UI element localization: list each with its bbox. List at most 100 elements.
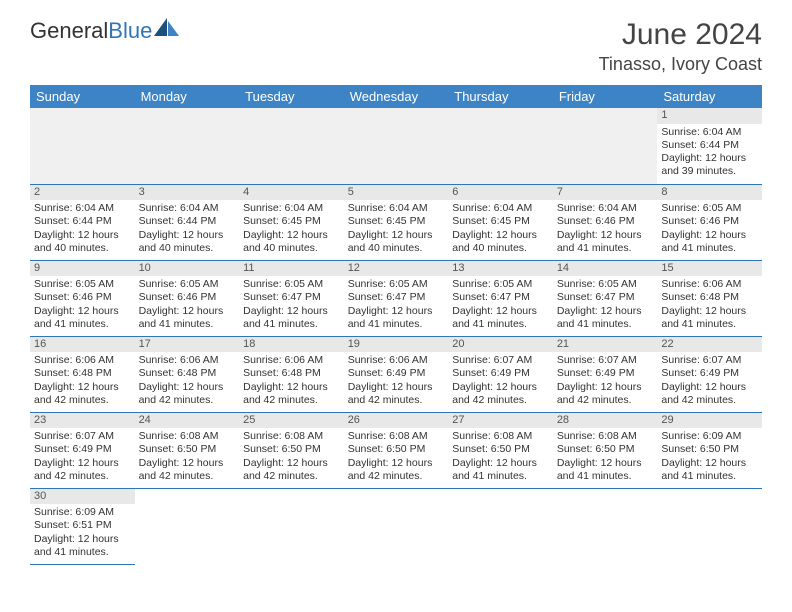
calendar-cell: 6Sunrise: 6:04 AMSunset: 6:45 PMDaylight… (448, 184, 553, 260)
sunrise-line: Sunrise: 6:04 AM (139, 202, 236, 215)
calendar-cell (448, 488, 553, 564)
sunset-line: Sunset: 6:50 PM (452, 443, 549, 456)
weekday-header: Thursday (448, 85, 553, 108)
calendar-cell (344, 108, 449, 184)
calendar-cell: 22Sunrise: 6:07 AMSunset: 6:49 PMDayligh… (657, 336, 762, 412)
sunset-line: Sunset: 6:47 PM (452, 291, 549, 304)
sunset-line: Sunset: 6:47 PM (348, 291, 445, 304)
calendar-cell: 19Sunrise: 6:06 AMSunset: 6:49 PMDayligh… (344, 336, 449, 412)
daylight-line: Daylight: 12 hours and 41 minutes. (452, 305, 549, 331)
sunset-line: Sunset: 6:49 PM (452, 367, 549, 380)
calendar-cell: 14Sunrise: 6:05 AMSunset: 6:47 PMDayligh… (553, 260, 658, 336)
calendar-cell (30, 108, 135, 184)
sunset-line: Sunset: 6:48 PM (243, 367, 340, 380)
sunrise-line: Sunrise: 6:09 AM (34, 506, 131, 519)
calendar-cell: 11Sunrise: 6:05 AMSunset: 6:47 PMDayligh… (239, 260, 344, 336)
day-number: 14 (553, 261, 658, 277)
sunset-line: Sunset: 6:50 PM (139, 443, 236, 456)
calendar-cell: 28Sunrise: 6:08 AMSunset: 6:50 PMDayligh… (553, 412, 658, 488)
day-number: 3 (135, 185, 240, 201)
day-number: 30 (30, 489, 135, 505)
calendar-cell: 25Sunrise: 6:08 AMSunset: 6:50 PMDayligh… (239, 412, 344, 488)
day-number: 16 (30, 337, 135, 353)
logo-text-2: Blue (108, 18, 152, 44)
daylight-line: Daylight: 12 hours and 41 minutes. (348, 305, 445, 331)
sunset-line: Sunset: 6:49 PM (34, 443, 131, 456)
sunset-line: Sunset: 6:48 PM (661, 291, 758, 304)
calendar-cell (448, 108, 553, 184)
sunrise-line: Sunrise: 6:05 AM (452, 278, 549, 291)
day-number: 8 (657, 185, 762, 201)
sunset-line: Sunset: 6:45 PM (348, 215, 445, 228)
day-number: 10 (135, 261, 240, 277)
sunset-line: Sunset: 6:48 PM (139, 367, 236, 380)
day-number: 22 (657, 337, 762, 353)
daylight-line: Daylight: 12 hours and 41 minutes. (34, 533, 131, 559)
day-number: 11 (239, 261, 344, 277)
weekday-header: Saturday (657, 85, 762, 108)
daylight-line: Daylight: 12 hours and 42 minutes. (34, 457, 131, 483)
header: GeneralBlue June 2024 Tinasso, Ivory Coa… (30, 18, 762, 75)
calendar-cell: 21Sunrise: 6:07 AMSunset: 6:49 PMDayligh… (553, 336, 658, 412)
sunset-line: Sunset: 6:48 PM (34, 367, 131, 380)
day-number: 13 (448, 261, 553, 277)
sunrise-line: Sunrise: 6:05 AM (661, 202, 758, 215)
daylight-line: Daylight: 12 hours and 40 minutes. (34, 229, 131, 255)
daylight-line: Daylight: 12 hours and 41 minutes. (243, 305, 340, 331)
sunrise-line: Sunrise: 6:06 AM (34, 354, 131, 367)
sunset-line: Sunset: 6:50 PM (243, 443, 340, 456)
logo: GeneralBlue (30, 18, 180, 44)
sunrise-line: Sunrise: 6:04 AM (557, 202, 654, 215)
weekday-header: Monday (135, 85, 240, 108)
sunrise-line: Sunrise: 6:06 AM (661, 278, 758, 291)
daylight-line: Daylight: 12 hours and 41 minutes. (661, 305, 758, 331)
daylight-line: Daylight: 12 hours and 41 minutes. (661, 229, 758, 255)
day-number: 2 (30, 185, 135, 201)
sunrise-line: Sunrise: 6:06 AM (139, 354, 236, 367)
sunrise-line: Sunrise: 6:05 AM (34, 278, 131, 291)
weekday-header: Tuesday (239, 85, 344, 108)
daylight-line: Daylight: 12 hours and 41 minutes. (452, 457, 549, 483)
calendar-cell: 2Sunrise: 6:04 AMSunset: 6:44 PMDaylight… (30, 184, 135, 260)
calendar-cell: 8Sunrise: 6:05 AMSunset: 6:46 PMDaylight… (657, 184, 762, 260)
sunset-line: Sunset: 6:44 PM (34, 215, 131, 228)
daylight-line: Daylight: 12 hours and 42 minutes. (348, 457, 445, 483)
sunset-line: Sunset: 6:49 PM (348, 367, 445, 380)
day-number: 26 (344, 413, 449, 429)
day-number: 18 (239, 337, 344, 353)
sunset-line: Sunset: 6:49 PM (661, 367, 758, 380)
calendar-cell (553, 488, 658, 564)
day-number: 27 (448, 413, 553, 429)
sunrise-line: Sunrise: 6:07 AM (557, 354, 654, 367)
day-number: 6 (448, 185, 553, 201)
sunset-line: Sunset: 6:46 PM (34, 291, 131, 304)
sunset-line: Sunset: 6:46 PM (557, 215, 654, 228)
daylight-line: Daylight: 12 hours and 42 minutes. (139, 381, 236, 407)
day-number: 24 (135, 413, 240, 429)
sunset-line: Sunset: 6:49 PM (557, 367, 654, 380)
calendar-cell (135, 488, 240, 564)
sunset-line: Sunset: 6:46 PM (139, 291, 236, 304)
calendar-cell: 29Sunrise: 6:09 AMSunset: 6:50 PMDayligh… (657, 412, 762, 488)
calendar-body: 1Sunrise: 6:04 AMSunset: 6:44 PMDaylight… (30, 108, 762, 564)
daylight-line: Daylight: 12 hours and 42 minutes. (348, 381, 445, 407)
daylight-line: Daylight: 12 hours and 40 minutes. (243, 229, 340, 255)
day-number: 7 (553, 185, 658, 201)
sunset-line: Sunset: 6:46 PM (661, 215, 758, 228)
daylight-line: Daylight: 12 hours and 41 minutes. (661, 457, 758, 483)
sunrise-line: Sunrise: 6:08 AM (243, 430, 340, 443)
location-title: Tinasso, Ivory Coast (599, 54, 762, 75)
sunrise-line: Sunrise: 6:05 AM (348, 278, 445, 291)
calendar-cell: 15Sunrise: 6:06 AMSunset: 6:48 PMDayligh… (657, 260, 762, 336)
calendar-cell: 1Sunrise: 6:04 AMSunset: 6:44 PMDaylight… (657, 108, 762, 184)
sunset-line: Sunset: 6:51 PM (34, 519, 131, 532)
sunrise-line: Sunrise: 6:04 AM (452, 202, 549, 215)
daylight-line: Daylight: 12 hours and 42 minutes. (243, 381, 340, 407)
logo-text-1: General (30, 18, 108, 44)
sunrise-line: Sunrise: 6:04 AM (661, 126, 758, 139)
daylight-line: Daylight: 12 hours and 40 minutes. (452, 229, 549, 255)
daylight-line: Daylight: 12 hours and 41 minutes. (34, 305, 131, 331)
day-number: 1 (657, 108, 762, 124)
calendar-cell: 3Sunrise: 6:04 AMSunset: 6:44 PMDaylight… (135, 184, 240, 260)
calendar-cell (239, 108, 344, 184)
